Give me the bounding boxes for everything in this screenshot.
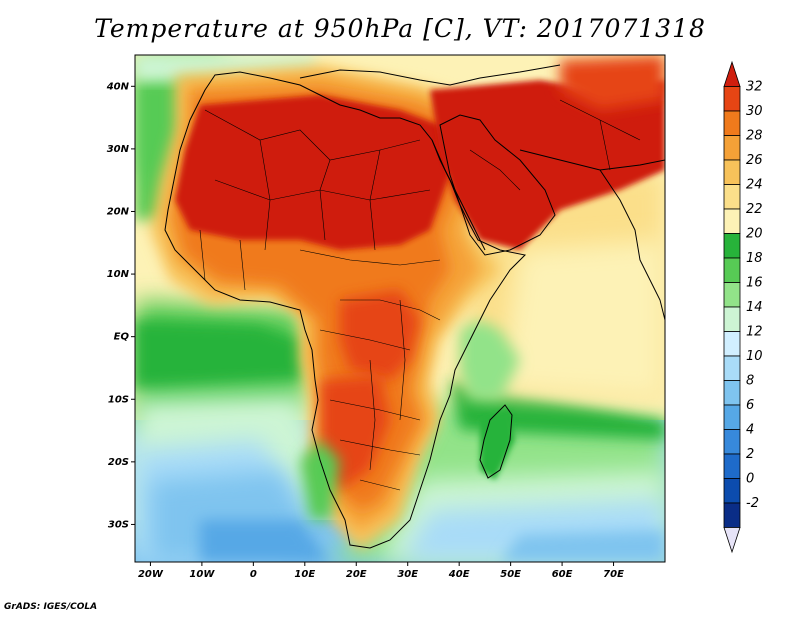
- lon-tick-label: 60E: [552, 569, 573, 580]
- colorbar-label: 28: [746, 129, 763, 144]
- colorbar-swatch: [723, 257, 741, 283]
- colorbar-swatch: [723, 331, 741, 357]
- colorbar-swatch: [723, 380, 741, 406]
- colorbar-label: 32: [746, 80, 763, 95]
- colorbar-label: 14: [746, 300, 763, 315]
- colorbar-swatch: [723, 355, 741, 381]
- country-borders: [199, 99, 641, 491]
- colorbar-swatch: [723, 184, 741, 210]
- lon-tick-label: 30E: [397, 569, 418, 580]
- colorbar-swatch: [723, 208, 741, 234]
- colorbar-swatch: [723, 282, 741, 308]
- longitude-axis: 20W 10W 0 10E 20E 30E 40E 50E 60E 70E: [138, 562, 624, 580]
- colorbar-swatch: [723, 404, 741, 430]
- lat-tick-label: EQ: [114, 332, 130, 343]
- lon-tick-label: 10E: [294, 569, 315, 580]
- colorbar-swatch: [723, 306, 741, 332]
- lat-tick-label: 30N: [107, 144, 130, 155]
- temperature-field: [135, 55, 665, 562]
- colorbar-label: 16: [746, 276, 763, 291]
- grads-credit: GrADS: IGES/COLA: [4, 602, 98, 612]
- map-frame: [134, 54, 666, 563]
- colorbar-label: 4: [746, 423, 754, 438]
- colorbar-lower-arrow: [723, 527, 741, 554]
- colorbar-label: -2: [746, 496, 759, 511]
- lon-tick-label: 50E: [500, 569, 521, 580]
- lat-tick-label: 20S: [108, 457, 129, 468]
- lat-tick-label: 10S: [108, 394, 129, 405]
- lat-tick-label: 10N: [107, 269, 130, 280]
- latitude-axis: 40N 30N 20N 10N EQ 10S 20S 30S: [106, 81, 135, 530]
- lon-tick-label: 20W: [138, 569, 164, 580]
- colorbar-swatch: [723, 429, 741, 455]
- lat-tick-label: 30S: [108, 519, 129, 530]
- lat-tick-label: 40N: [106, 81, 130, 92]
- lon-tick-label: 20E: [346, 569, 367, 580]
- colorbar-label: 6: [746, 398, 754, 413]
- colorbar-label: 0: [746, 472, 754, 487]
- colorbar-swatch: [723, 86, 741, 112]
- colorbar-label: 2: [746, 447, 754, 462]
- colorbar-swatch: [723, 110, 741, 136]
- colorbar-label: 24: [746, 178, 763, 193]
- colorbar-swatch: [723, 159, 741, 185]
- colorbar-label: 18: [746, 251, 763, 266]
- colorbar-swatch: [723, 502, 741, 528]
- colorbar-swatch: [723, 453, 741, 479]
- coastline-outlines: [164, 64, 665, 549]
- colorbar-swatch: [723, 478, 741, 504]
- colorbar-upper-arrow: [723, 60, 741, 87]
- colorbar-label: 12: [746, 325, 763, 340]
- lon-tick-label: 70E: [603, 569, 624, 580]
- colorbar-label: 8: [746, 374, 754, 389]
- colorbar-label: 20: [746, 227, 763, 242]
- lon-tick-label: 0: [250, 569, 257, 580]
- colorbar-label: 10: [746, 349, 763, 364]
- lat-tick-label: 20N: [107, 206, 130, 217]
- lon-tick-label: 10W: [189, 569, 215, 580]
- colorbar-label: 30: [746, 104, 763, 119]
- lon-tick-label: 40E: [448, 569, 470, 580]
- colorbar-label: 26: [746, 153, 763, 168]
- colorbar-label: 22: [746, 202, 763, 217]
- map-title: Temperature at 950hPa [C], VT: 201707131…: [94, 14, 706, 43]
- colorbar-swatch: [723, 233, 741, 259]
- colorbar-swatch: [723, 135, 741, 161]
